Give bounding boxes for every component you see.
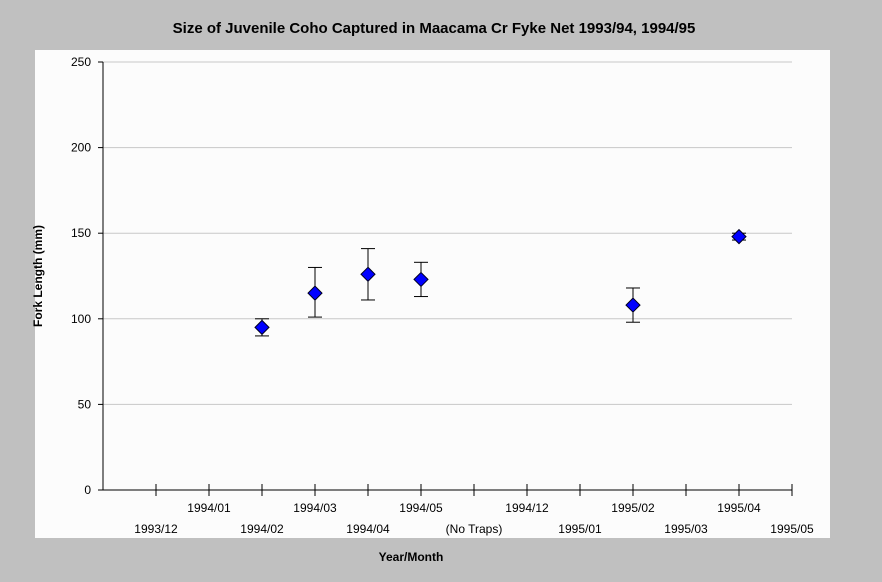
- data-point: [413, 271, 429, 288]
- x-tick-label: 1994/05: [399, 501, 443, 515]
- x-tick-label: 1995/04: [717, 501, 761, 515]
- y-tick-label: 50: [78, 397, 92, 411]
- axes: [98, 61, 793, 496]
- data-point: [625, 297, 641, 313]
- x-tick-label: 1994/12: [505, 501, 549, 515]
- y-tick-label: 250: [71, 55, 91, 69]
- x-tick-label: 1995/02: [611, 501, 655, 515]
- x-tick-label: 1994/02: [240, 522, 284, 536]
- data-points: [254, 228, 747, 336]
- x-tick-label: 1995/05: [770, 522, 814, 536]
- x-tick-label: 1995/03: [664, 522, 708, 536]
- x-tick-labels: 1993/12 1994/01 1994/02 1994/03 1994/04 1994/…: [134, 501, 814, 536]
- plot-area: [35, 50, 830, 538]
- y-tick-label: 100: [71, 312, 91, 326]
- x-tick-label: 1995/01: [558, 522, 602, 536]
- y-tick-label: 0: [84, 483, 91, 497]
- x-tick-label: 1994/03: [293, 501, 337, 515]
- x-tick-label: 1994/04: [346, 522, 390, 536]
- data-point: [360, 266, 376, 282]
- x-tick-label: (No Traps): [446, 522, 503, 536]
- x-tick-label: 1993/12: [134, 522, 178, 536]
- x-tick-label: 1994/01: [187, 501, 231, 515]
- y-tick-labels: 0 50 100 150 200 250: [71, 55, 91, 497]
- y-tick-label: 200: [71, 141, 91, 155]
- data-point: [307, 285, 323, 301]
- chart-title: Size of Juvenile Coho Captured in Maacam…: [173, 20, 696, 37]
- y-axis-title: Fork Length (mm): [31, 225, 45, 327]
- data-point: [254, 319, 270, 336]
- data-point: [731, 228, 747, 245]
- y-tick-label: 150: [71, 226, 91, 240]
- x-axis-title: Year/Month: [379, 550, 444, 564]
- grid-lines: [103, 61, 792, 405]
